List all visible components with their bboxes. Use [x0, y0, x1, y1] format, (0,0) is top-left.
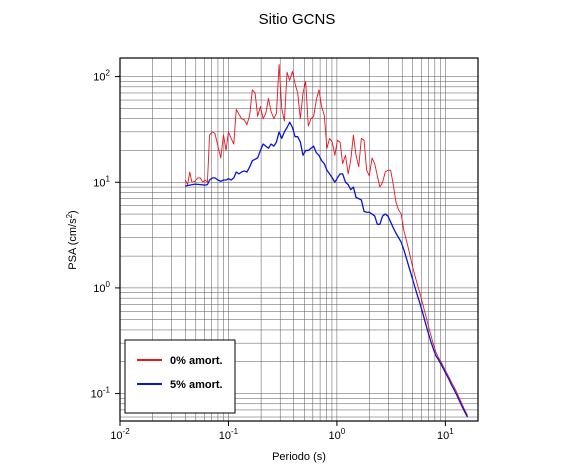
x-tick-exponent: 0 [341, 427, 346, 436]
y-tick-exponent: 1 [106, 174, 111, 183]
series-line-0-percent [184, 64, 468, 416]
chart-title: Sitio GCNS [259, 11, 336, 28]
y-tick-exponent: -1 [103, 386, 111, 395]
legend: 0% amort. 5% amort. [124, 339, 236, 414]
x-tick-exponent: -2 [123, 427, 131, 436]
series-group [184, 64, 469, 418]
y-tick-base: 10 [93, 283, 105, 295]
x-tick-base: 10 [219, 430, 231, 442]
y-tick-base: 10 [93, 72, 105, 84]
x-tick-base: 10 [437, 430, 449, 442]
x-tick-label: 10-2 [110, 427, 130, 442]
series-line-5-percent [185, 121, 469, 418]
plot-frame [119, 57, 479, 422]
x-tick-labels: 10-2 10-1 100 101 [110, 421, 454, 442]
y-tick-exponent: 2 [106, 69, 111, 78]
x-tick-label: 101 [437, 427, 454, 442]
x-tick-label: 10-1 [219, 427, 239, 442]
y-tick-base: 10 [91, 389, 103, 401]
legend-box [124, 339, 236, 414]
x-axis-label: Periodo (s) [272, 451, 326, 463]
y-axis-label-sup: 2 [65, 213, 74, 218]
y-tick-label: 10-1 [91, 386, 111, 401]
y-tick-label: 101 [93, 174, 110, 189]
x-tick-exponent: -1 [231, 427, 239, 436]
y-tick-base: 10 [93, 177, 105, 189]
y-tick-exponent: 0 [106, 280, 111, 289]
x-tick-exponent: 1 [449, 427, 454, 436]
y-tick-label: 100 [93, 280, 110, 295]
y-tick-label: 102 [93, 69, 110, 84]
plot-grid [119, 58, 479, 421]
legend-label-0-percent: 0% amort. [170, 355, 223, 367]
legend-label-5-percent: 5% amort. [170, 379, 223, 391]
x-tick-base: 10 [110, 430, 122, 442]
x-tick-label: 100 [329, 427, 346, 442]
x-tick-base: 10 [329, 430, 341, 442]
y-axis-label-base: PSA (cm/s [67, 218, 79, 270]
y-axis-label: PSA (cm/s2) [65, 210, 79, 269]
y-axis-label-end: ) [67, 210, 79, 214]
